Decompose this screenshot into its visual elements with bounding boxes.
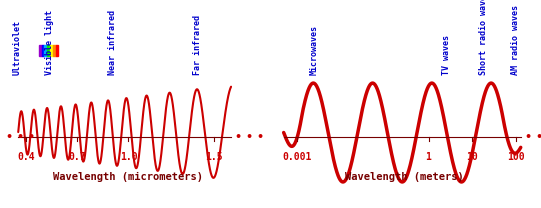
Bar [53,45,56,56]
Text: 0.7: 0.7 [68,152,86,162]
Bar [42,45,44,56]
Text: Short radio waves: Short radio waves [479,0,488,76]
Text: Near infrared: Near infrared [108,10,117,76]
Bar [44,45,47,56]
Text: 100: 100 [507,152,525,162]
Text: Ultraviolet: Ultraviolet [12,20,21,76]
Bar [50,45,53,56]
Text: • • •: • • • [525,132,541,142]
Text: 1: 1 [426,152,432,162]
Text: Visible light: Visible light [45,10,54,76]
Text: TV waves: TV waves [441,36,451,76]
Text: • • •: • • • [235,132,265,142]
Text: 1.0: 1.0 [120,152,137,162]
Text: 0.001: 0.001 [282,152,312,162]
Text: AM radio waves: AM radio waves [511,5,520,76]
Text: 0.4: 0.4 [17,152,35,162]
Bar [47,45,50,56]
Text: Far infrared: Far infrared [194,15,202,76]
Bar [39,45,42,56]
Text: • • •: • • • [6,132,35,142]
Text: Wavelength (micrometers): Wavelength (micrometers) [54,172,203,182]
Text: Wavelength (meters): Wavelength (meters) [345,172,464,182]
Bar [56,45,58,56]
Text: Microwaves: Microwaves [310,25,319,76]
Text: 10: 10 [466,152,478,162]
Text: 1.5: 1.5 [205,152,223,162]
